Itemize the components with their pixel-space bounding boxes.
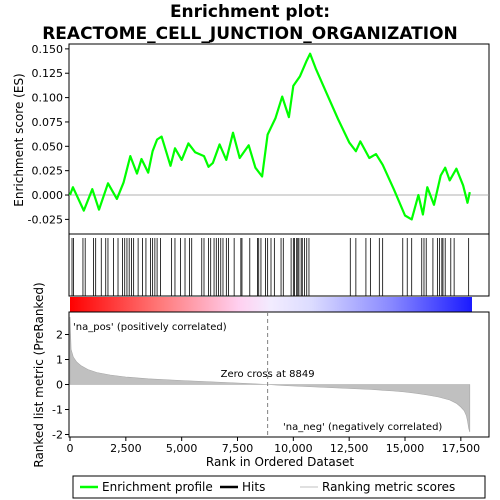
- es-y-tick-label: 0.100: [32, 92, 64, 105]
- metric-y-tick-label: 0: [56, 379, 63, 392]
- metric-y-tick-label: -2: [52, 429, 63, 442]
- es-y-axis: -0.025 0.000 0.025 0.050 0.075 0.100 0.125 0.15…: [28, 43, 69, 226]
- legend-entry-label: Hits: [242, 480, 265, 494]
- x-tick-label: 2,500: [110, 442, 142, 455]
- x-tick-label: 7,500: [222, 442, 254, 455]
- enrichment-profile-line: [68, 52, 471, 221]
- x-tick-label: 12,500: [330, 442, 369, 455]
- hits-panel-frame: [68, 233, 490, 297]
- ranking-metric-series: [69, 316, 471, 433]
- es-y-tick-label: 0.025: [32, 165, 64, 178]
- x-tick-label: 0: [67, 442, 74, 455]
- ranking-metric-area: [69, 316, 471, 433]
- rank-color-strip: [70, 297, 472, 312]
- es-y-axis-label: Enrichment score (ES): [12, 73, 26, 206]
- chart-title: Enrichment plot:REACTOME_CELL_JUNCTION_O…: [42, 2, 458, 44]
- metric-y-tick-label: -1: [52, 404, 63, 417]
- es-y-tick-label: 0.000: [32, 189, 64, 202]
- x-tick-label: 15,000: [386, 442, 425, 455]
- legend: Enrichment profile Hits Ranking metric sco…: [72, 475, 486, 499]
- x-axis: 0 2,500 5,000 7,500 10,000 12,500 15,000 17,500: [67, 437, 481, 455]
- metric-y-tick-label: 2: [56, 329, 63, 342]
- es-y-tick-label: 0.050: [32, 140, 64, 153]
- x-tick-label: 17,500: [442, 442, 481, 455]
- metric-y-axis-label: Ranked list metric (PreRanked): [32, 282, 46, 467]
- legend-frame: [72, 475, 486, 499]
- zero-cross-label: Zero cross at 8849: [221, 369, 315, 380]
- chart-title-line: REACTOME_CELL_JUNCTION_ORGANIZATION: [42, 24, 458, 44]
- metric-y-tick-label: 1: [56, 354, 63, 367]
- hits-series: [71, 238, 470, 296]
- es-y-tick-label: 0.150: [32, 43, 64, 56]
- negative-correlation-label: 'na_neg' (negatively correlated): [283, 422, 442, 433]
- zero-cross-marker: Zero cross at 8849: [221, 312, 315, 437]
- positive-correlation-label: 'na_pos' (positively correlated): [73, 322, 227, 333]
- chart-title-line: Enrichment plot:: [170, 2, 330, 22]
- es-y-tick-label: 0.075: [32, 116, 64, 129]
- metric-y-axis: -2 -1 0 1 2: [52, 329, 69, 442]
- legend-entry-label: Enrichment profile: [102, 480, 213, 494]
- legend-entry-label: Ranking metric scores: [322, 480, 455, 494]
- es-y-tick-label: 0.125: [32, 67, 64, 80]
- x-tick-label: 5,000: [166, 442, 198, 455]
- es-y-tick-label: -0.025: [28, 213, 63, 226]
- x-axis-label: Rank in Ordered Dataset: [206, 455, 354, 469]
- x-tick-label: 10,000: [274, 442, 313, 455]
- enrichment-profile-series: [68, 52, 471, 221]
- metric-panel-frame: [68, 311, 490, 438]
- es-panel-frame: [68, 43, 490, 235]
